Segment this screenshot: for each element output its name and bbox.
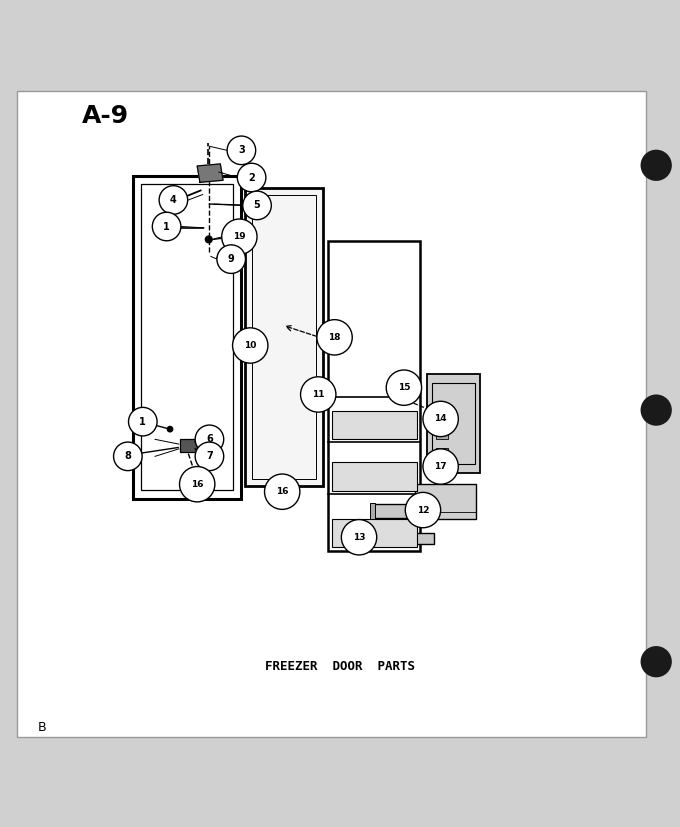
- Text: 15: 15: [398, 383, 410, 392]
- Circle shape: [641, 646, 672, 677]
- Circle shape: [114, 442, 142, 471]
- Circle shape: [317, 320, 352, 355]
- Circle shape: [641, 150, 672, 181]
- Text: 2: 2: [248, 173, 255, 183]
- Bar: [328, 241, 420, 551]
- Text: 1: 1: [139, 417, 146, 427]
- Text: FREEZER  DOOR  PARTS: FREEZER DOOR PARTS: [265, 660, 415, 673]
- Text: 9: 9: [228, 254, 235, 264]
- Circle shape: [301, 377, 336, 412]
- Text: B: B: [37, 721, 46, 734]
- Text: 16: 16: [191, 480, 203, 489]
- Circle shape: [222, 219, 257, 255]
- Bar: [128, 451, 135, 457]
- Polygon shape: [197, 164, 223, 182]
- Text: 7: 7: [206, 452, 213, 461]
- Bar: [332, 462, 417, 491]
- Bar: [252, 195, 316, 480]
- Bar: [430, 503, 435, 519]
- Text: 8: 8: [124, 452, 131, 461]
- Circle shape: [167, 426, 173, 433]
- Circle shape: [405, 492, 441, 528]
- Text: A-9: A-9: [82, 103, 129, 127]
- Text: 19: 19: [233, 232, 245, 241]
- Circle shape: [166, 225, 171, 231]
- Bar: [332, 519, 417, 547]
- Bar: [427, 374, 480, 473]
- FancyBboxPatch shape: [17, 90, 646, 737]
- Bar: [436, 407, 448, 419]
- Text: 4: 4: [170, 195, 177, 205]
- Circle shape: [233, 327, 268, 363]
- Circle shape: [641, 394, 672, 426]
- Circle shape: [423, 449, 458, 485]
- Circle shape: [205, 236, 213, 243]
- Circle shape: [195, 442, 224, 471]
- Circle shape: [180, 466, 215, 502]
- Circle shape: [265, 474, 300, 509]
- Circle shape: [237, 163, 266, 192]
- Circle shape: [341, 519, 377, 555]
- Circle shape: [386, 370, 422, 405]
- Text: 5: 5: [254, 200, 260, 210]
- Text: 3: 3: [238, 146, 245, 155]
- Text: 12: 12: [417, 505, 429, 514]
- Text: 17: 17: [435, 462, 447, 471]
- Bar: [415, 484, 476, 519]
- Circle shape: [195, 425, 224, 454]
- Text: 11: 11: [312, 390, 324, 399]
- Text: 16: 16: [276, 487, 288, 496]
- Circle shape: [423, 401, 458, 437]
- Text: 18: 18: [328, 332, 341, 342]
- Bar: [332, 411, 417, 439]
- Bar: [360, 533, 434, 544]
- Bar: [352, 535, 359, 542]
- Bar: [373, 504, 432, 518]
- Text: 1: 1: [163, 222, 170, 232]
- Circle shape: [227, 136, 256, 165]
- Text: 14: 14: [435, 414, 447, 423]
- Circle shape: [217, 245, 245, 274]
- Bar: [180, 438, 197, 452]
- Circle shape: [129, 408, 157, 436]
- Bar: [432, 383, 475, 464]
- Bar: [245, 189, 323, 486]
- Bar: [436, 427, 448, 439]
- Bar: [436, 447, 448, 460]
- Circle shape: [243, 191, 271, 220]
- Circle shape: [159, 186, 188, 214]
- Circle shape: [152, 213, 181, 241]
- Bar: [141, 184, 233, 490]
- Text: 13: 13: [353, 533, 365, 542]
- Text: 10: 10: [244, 341, 256, 350]
- Bar: [370, 503, 375, 519]
- Text: 6: 6: [206, 434, 213, 444]
- Bar: [133, 175, 241, 499]
